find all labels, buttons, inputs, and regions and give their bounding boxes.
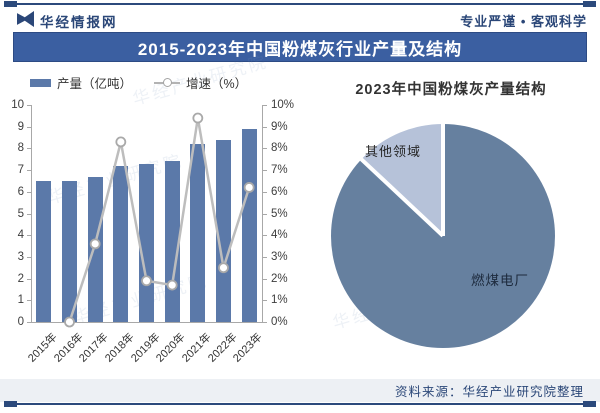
y-axis-left-tick [27,148,31,150]
data-source-text: 资料来源：华经产业研究院整理 [394,385,584,399]
bar-2020年 [164,161,180,322]
y-axis-left-tick-label: 2 [17,272,24,285]
y-axis-left-tick-label: 1 [17,294,24,307]
y-axis-left-tick-label: 6 [17,185,24,198]
y-axis-right-tick-label: 6% [271,185,288,198]
x-axis-label: 2015年 [25,331,60,365]
pie-label-coal-power: 燃煤电厂 [471,273,529,288]
y-axis-right-tick-label: 9% [271,120,288,133]
bar-2015年 [36,180,52,322]
pie-slice-divider [441,124,445,236]
title-bar: 2015-2023年中国粉煤灰行业产量及结构 [13,32,587,62]
y-axis-left-tick [27,170,31,172]
y-axis-right-tick-label: 0% [271,316,288,328]
y-axis-left-tick-label: 0 [17,316,24,328]
y-axis-right [262,105,263,322]
y-axis-right-tick-label: 8% [271,142,288,155]
y-axis-left [31,105,32,322]
bar-2023年 [241,128,257,322]
y-axis-right-tick-label: 3% [271,250,288,263]
y-axis-left-tick-label: 5 [17,207,24,220]
legend-line-label: 增速（%） [186,77,248,91]
bar-line-chart: 0 1 2 3 4 5 6 7 8 9 10 0% 1% 2% 3% 4% 5% 6% 7% 8% 9% 10% 2015年… [11,99,295,365]
top-rule [4,1,596,7]
growth-line-marker [192,112,204,124]
y-axis-right-tick-label: 10% [271,99,295,111]
page-title: 2015-2023年中国粉煤灰行业产量及结构 [137,39,463,59]
y-axis-right-tick [263,105,267,106]
y-axis-left-tick [27,256,31,258]
y-axis-left-tick-label: 10 [11,99,24,111]
y-axis-left-tick-label: 9 [17,120,24,133]
y-axis-left-tick [27,126,31,128]
logo-text: 华经情报网 [40,15,118,30]
y-axis-left-tick [27,322,31,323]
y-axis-left-tick-label: 8 [17,142,24,155]
y-axis-left-tick [27,105,31,106]
bottom-rule-left-cap [4,401,17,407]
bar-2021年 [190,144,206,322]
y-axis-left-tick-label: 7 [17,164,24,177]
y-axis-right-tick [263,170,267,172]
bar-2016年 [62,180,77,322]
y-axis-right-tick [263,148,267,150]
y-axis-right-tick-label: 7% [271,164,288,177]
y-axis-left-tick [27,213,31,215]
legend-bar-label: 产量（亿吨） [57,77,133,91]
y-axis-right-tick [263,322,267,323]
y-axis-left-tick [27,300,31,302]
footer-strip: 资料来源：华经产业研究院整理 [0,379,600,402]
y-axis-right-tick [263,126,267,128]
y-axis-right-tick-label: 5% [271,207,288,220]
y-axis-right-tick [263,191,267,193]
bar-2018年 [113,165,129,322]
bar-2019年 [139,163,154,322]
y-axis-left-tick-label: 3 [17,250,24,263]
x-axis [31,322,263,323]
y-axis-left-tick [27,191,31,193]
y-axis-right-tick-label: 4% [271,229,288,242]
bottom-rule [4,401,596,407]
chart-legend: 产量（亿吨） 增速（%） [30,73,247,92]
huajing-logo-icon [17,11,34,27]
y-axis-left-tick [27,278,31,280]
y-axis-right-tick-label: 2% [271,272,288,285]
y-axis-right-tick [263,213,267,215]
y-axis-right-tick [263,235,267,237]
pie-chart-title: 2023年中国粉煤灰产量结构 [355,82,547,98]
growth-line-marker [115,136,127,148]
bar-2022年 [216,139,231,322]
top-rule-left-cap [4,1,17,7]
header-slogan: 专业严谨 • 客观科学 [460,14,587,29]
top-rule-right-cap [583,1,596,7]
y-axis-right-tick [263,256,267,258]
y-axis-left-tick [27,235,31,237]
y-axis-right-tick [263,300,267,302]
legend-line-marker-icon [154,78,181,87]
bottom-rule-right-cap [583,401,596,407]
legend-bar-swatch [30,78,51,87]
bar-2017年 [87,176,103,322]
y-axis-right-tick [263,278,267,280]
y-axis-right-tick-label: 1% [271,294,288,307]
pie-label-other-fields: 其他领域 [365,144,422,159]
y-axis-left-tick-label: 4 [17,229,24,242]
